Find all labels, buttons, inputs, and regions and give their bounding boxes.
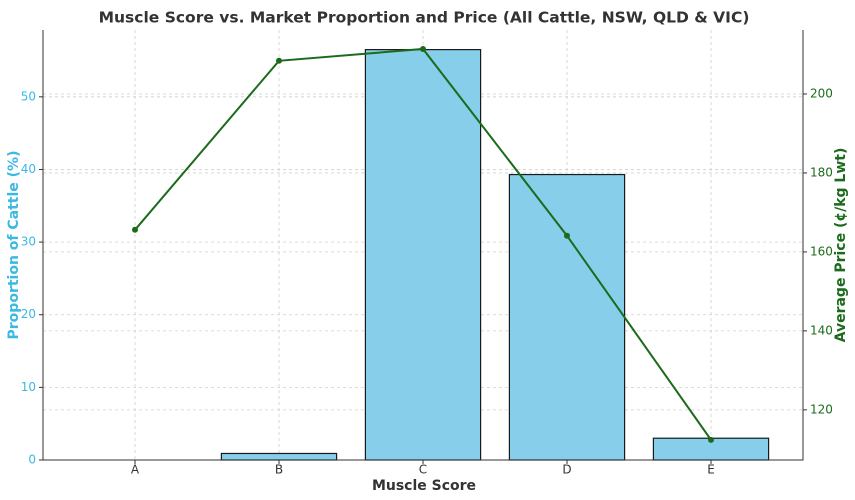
y2-tick-label: 120 [810,402,833,416]
x-tick-label: E [707,463,715,477]
y2-tick-label: 140 [810,323,833,337]
line-point [276,57,282,64]
bar [220,452,338,461]
bar [364,49,482,461]
y2-tick-label: 200 [810,86,833,100]
y-tick-label: 20 [21,307,36,321]
y-tick-label: 0 [28,453,36,467]
y-tick-label: 50 [21,89,36,103]
chart-title: Muscle Score vs. Market Proportion and P… [99,9,750,27]
line-point [564,232,570,239]
x-axis-label: Muscle Score [372,478,476,494]
x-tick-label: B [275,463,283,477]
y-axis-label: Proportion of Cattle (%) [6,151,22,340]
y2-axis-label: Average Price (¢/kg Lwt) [833,148,849,343]
line-point [420,45,426,52]
y-tick-label: 40 [21,162,36,176]
y-tick-label: 30 [21,235,36,249]
x-tick-label: D [562,463,571,477]
bar [508,173,626,461]
x-tick-label: C [419,463,427,477]
y-tick-label: 10 [21,380,36,394]
x-tick-label: A [131,463,140,477]
y2-tick-label: 160 [810,244,833,258]
line-point [708,436,714,443]
line-point [132,226,138,233]
y2-tick-label: 180 [810,165,833,179]
axes [42,30,804,461]
